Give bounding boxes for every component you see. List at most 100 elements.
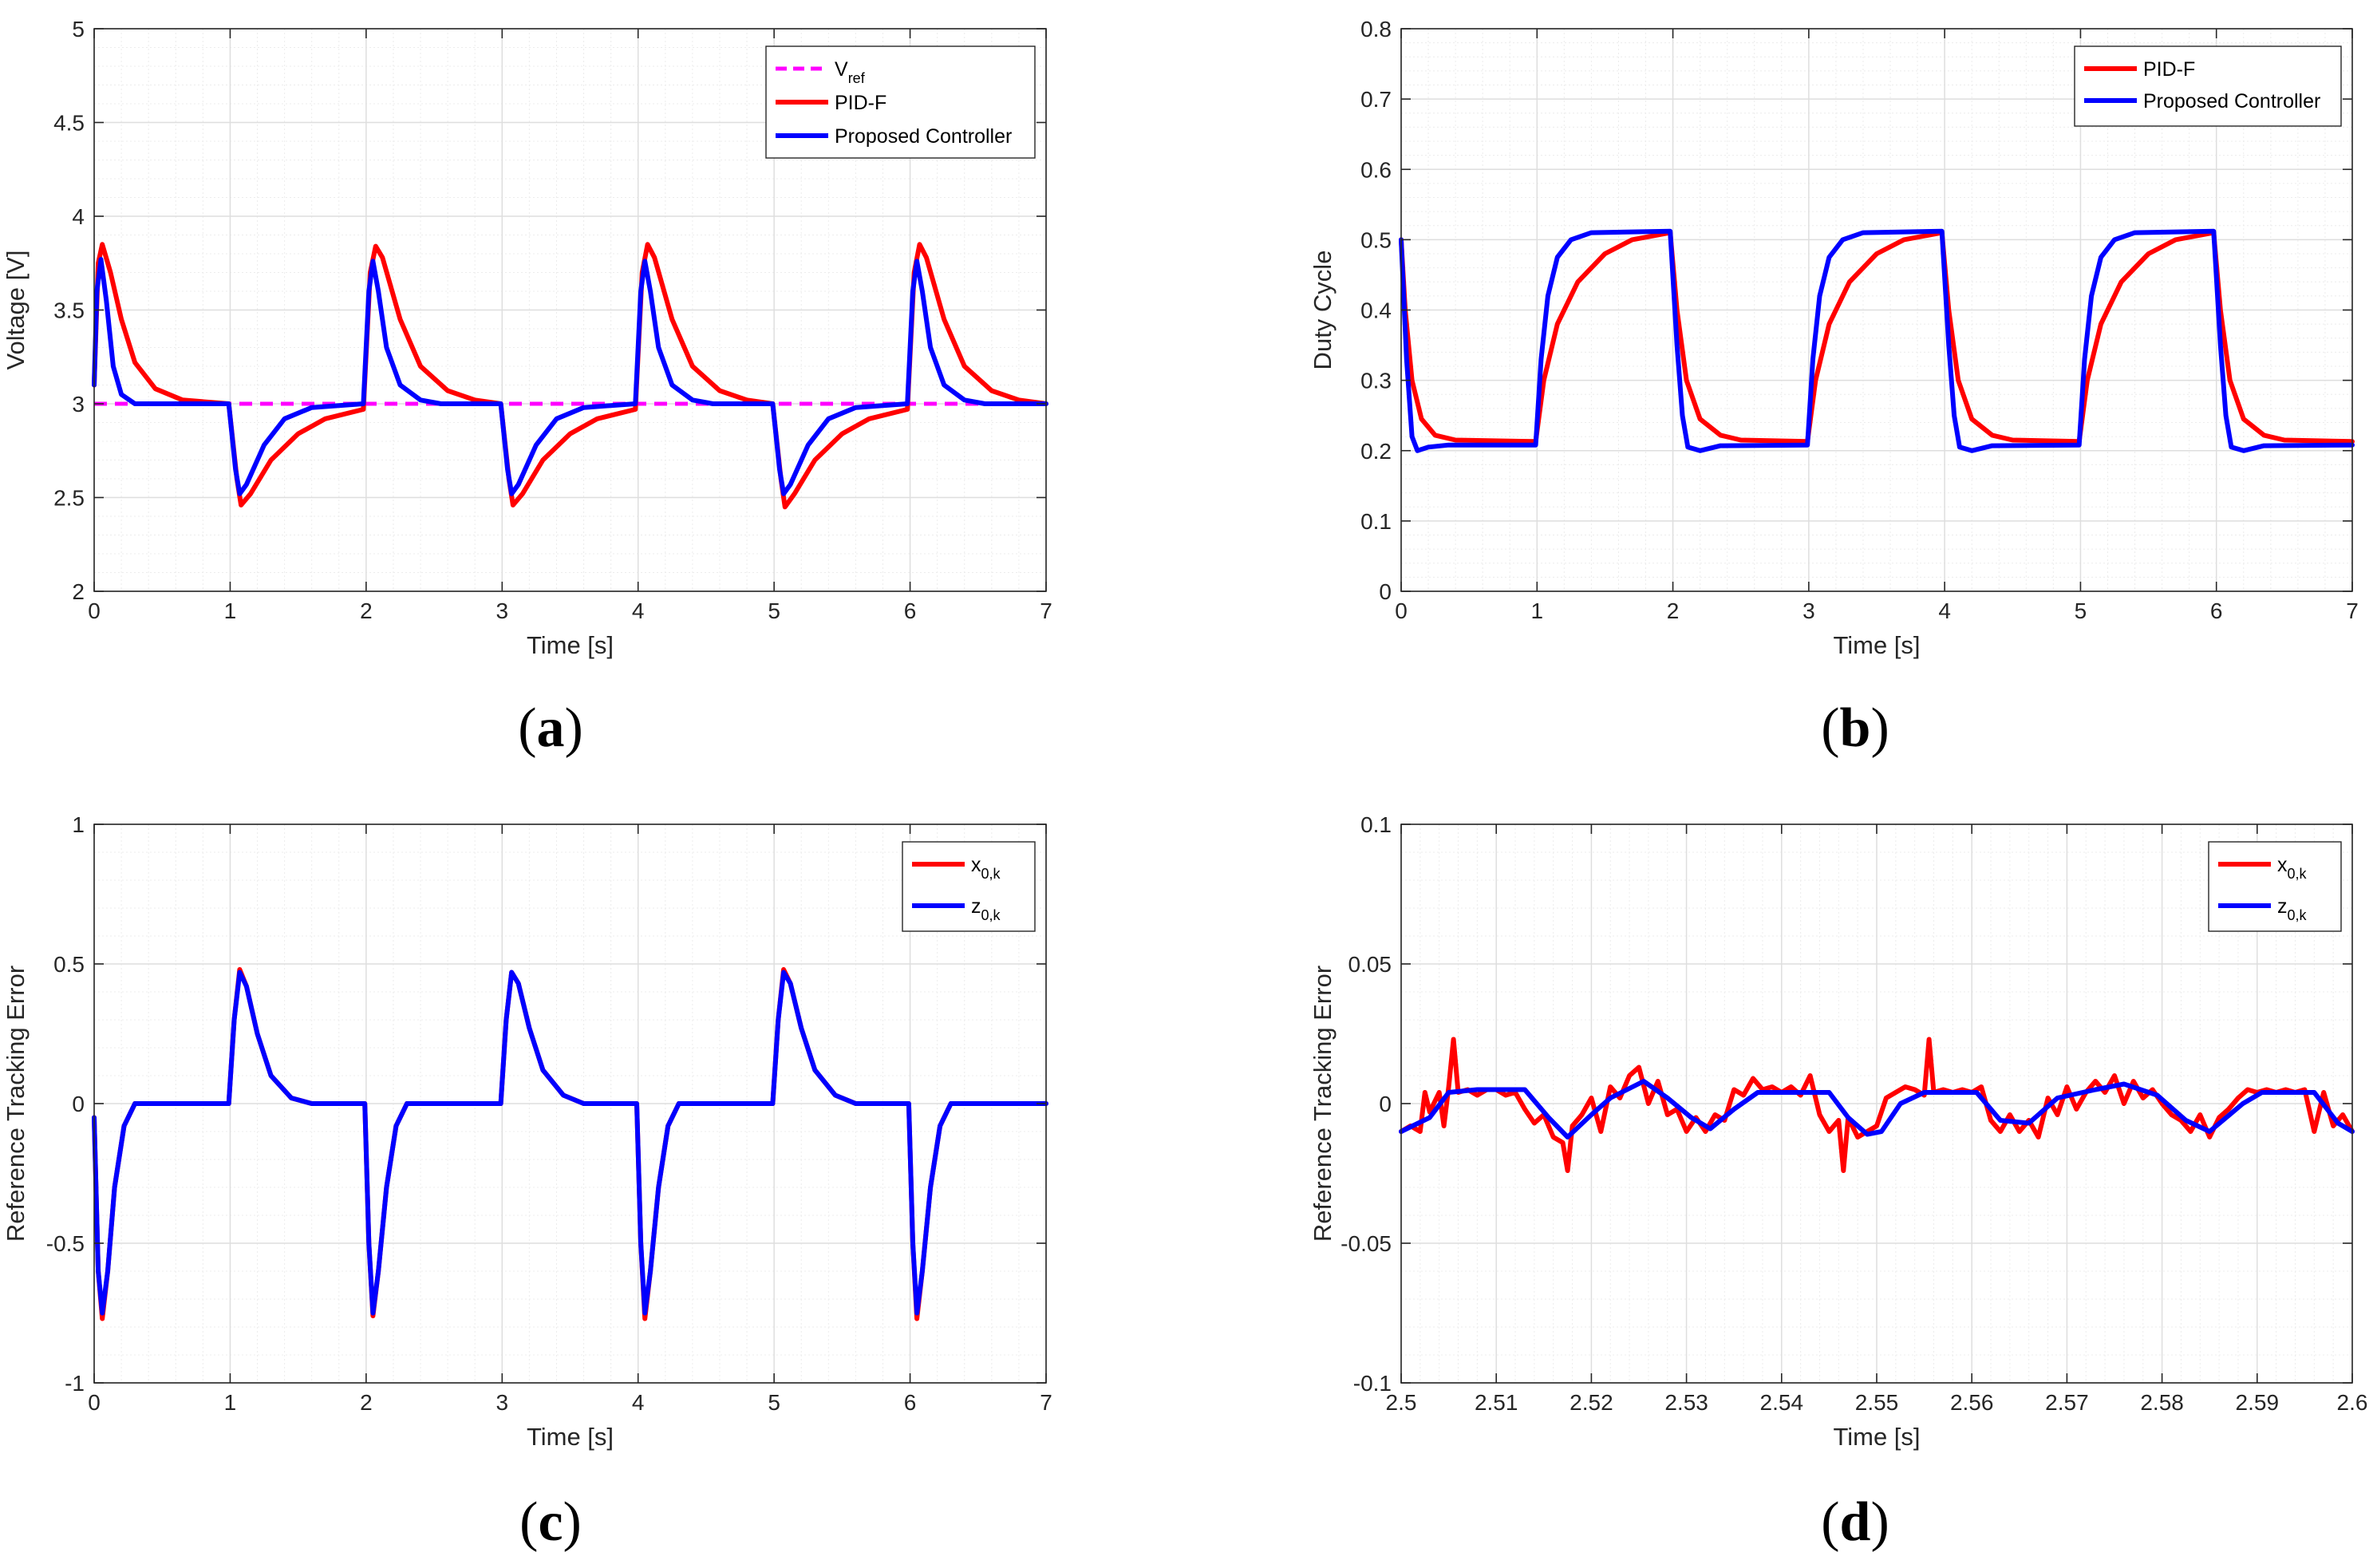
legend-box — [2208, 841, 2342, 932]
caption-letter: a — [537, 697, 565, 759]
series-line-1 — [1399, 228, 2355, 453]
x-tick-label: 4 — [632, 598, 645, 623]
minor-grid — [94, 29, 1046, 591]
x-tick-label: 0 — [88, 598, 101, 623]
x-tick-label: 7 — [1040, 1390, 1052, 1415]
y-tick-label: 2 — [72, 579, 85, 604]
y-tick-label: 4 — [72, 204, 85, 229]
x-tick-label: 2.5 — [1386, 1390, 1417, 1415]
y-tick-label: 4.5 — [53, 111, 85, 136]
caption-letter: b — [1840, 697, 1871, 759]
legend-label-text: PID-F — [2143, 58, 2195, 81]
legend: x0,kz0,k — [902, 841, 1036, 932]
x-tick-label: 2.52 — [1570, 1390, 1613, 1415]
x-tick-label: 2 — [360, 598, 373, 623]
caption-close-paren: ) — [1870, 697, 1889, 759]
x-tick-label: 6 — [2210, 598, 2223, 623]
panel-caption: (b) — [1821, 697, 1889, 759]
legend-label-subscript: ref — [848, 70, 866, 86]
panel-d: 2.5 2.51 2.52 2.53 2.54 2.55 2.56 2.57 2.58 2.59 2… — [1309, 812, 2367, 1553]
x-tick-label: 2.6 — [2337, 1390, 2368, 1415]
x-axis-label: Time [s] — [1833, 631, 1920, 659]
y-tick-label: 0 — [72, 1092, 85, 1116]
x-tick-label: 1 — [1530, 598, 1543, 623]
x-axis-label: Time [s] — [1833, 1423, 1920, 1451]
legend: PID-F Proposed Controller — [2074, 45, 2342, 127]
caption-open-paren: ( — [518, 697, 536, 759]
caption-open-paren: ( — [1821, 697, 1839, 759]
x-tick-label: 6 — [904, 598, 917, 623]
legend-label-1: z0,k — [971, 895, 1001, 923]
x-tick-label: 0 — [88, 1390, 101, 1415]
legend-label-text: x — [971, 854, 981, 876]
y-tick-label: 0.5 — [53, 952, 85, 977]
y-tick-label: 0.6 — [1360, 157, 1392, 182]
y-tick-label: 0 — [1379, 1092, 1392, 1116]
legend-box — [2074, 45, 2342, 127]
legend-label-text: x — [2277, 854, 2288, 876]
x-tick-label: 4 — [1938, 598, 1951, 623]
panel-caption: (d) — [1821, 1491, 1889, 1553]
series-line-2 — [92, 257, 1048, 496]
y-tick-label: 0.4 — [1360, 298, 1392, 323]
series-line-1 — [1399, 1079, 2355, 1139]
y-axis-label: Reference Tracking Error — [1309, 966, 1337, 1242]
x-tick-label: 1 — [224, 598, 237, 623]
legend-label-subscript: 0,k — [981, 907, 1001, 923]
y-tick-label: 0.3 — [1360, 369, 1392, 393]
legend-label-0: x0,k — [2277, 854, 2308, 882]
y-axis-label: Reference Tracking Error — [2, 966, 30, 1242]
series-line-0 — [1399, 1037, 2355, 1173]
x-tick-label: 2 — [360, 1390, 373, 1415]
x-tick-label: 2.53 — [1664, 1390, 1708, 1415]
x-tick-label: 2.54 — [1760, 1390, 1804, 1415]
y-tick-label: -0.1 — [1353, 1371, 1392, 1396]
y-tick-label: 1 — [72, 812, 85, 837]
x-tick-label: 2.59 — [2236, 1390, 2280, 1415]
panel-caption: (c) — [519, 1491, 582, 1553]
panel-c: 0 1 2 3 4 5 6 7 -1 -0.5 0 0.5 1 Time [s] Reference Tra… — [2, 812, 1052, 1553]
y-tick-label: 0 — [1379, 579, 1392, 604]
legend-label-1: PID-F — [835, 92, 886, 114]
caption-letter: d — [1840, 1491, 1871, 1553]
y-tick-label: 0.1 — [1360, 812, 1392, 837]
legend-label-subscript: 0,k — [2288, 907, 2308, 923]
x-tick-label: 5 — [768, 598, 780, 623]
caption-open-paren: ( — [1821, 1491, 1839, 1553]
legend-box — [902, 841, 1036, 932]
minor-grid — [1401, 29, 2352, 591]
legend-label-text: Proposed Controller — [2143, 90, 2320, 113]
y-tick-label: -1 — [65, 1371, 85, 1396]
x-tick-label: 4 — [632, 1390, 645, 1415]
y-tick-label: 0.8 — [1360, 17, 1392, 41]
x-axis-label: Time [s] — [527, 1423, 614, 1451]
y-tick-label: 5 — [72, 17, 85, 41]
y-tick-label: -0.05 — [1341, 1231, 1392, 1256]
legend-label-text: Proposed Controller — [835, 125, 1012, 148]
legend-label-0: x0,k — [971, 854, 1001, 882]
series-line-1 — [92, 970, 1048, 1316]
legend-label-0: Vref — [835, 58, 866, 86]
x-tick-label: 7 — [1040, 598, 1052, 623]
legend-label-1: z0,k — [2277, 895, 2308, 923]
x-tick-label: 3 — [496, 1390, 508, 1415]
x-tick-label: 2.58 — [2140, 1390, 2184, 1415]
x-tick-label: 2.51 — [1475, 1390, 1518, 1415]
legend-label-text: z — [2277, 895, 2288, 918]
y-tick-label: 0.05 — [1348, 952, 1392, 977]
x-tick-label: 7 — [2346, 598, 2359, 623]
y-tick-label: 3 — [72, 392, 85, 417]
legend-label-text: V — [835, 58, 848, 81]
x-axis-label: Time [s] — [527, 631, 614, 659]
caption-open-paren: ( — [519, 1491, 538, 1553]
legend-label-text: PID-F — [835, 92, 886, 114]
legend: x0,kz0,k — [2208, 841, 2342, 932]
panel-a: 0 1 2 3 4 5 6 7 2 2.5 3 3.5 4 4.5 5 Time [s] Voltage [V]… — [2, 17, 1052, 759]
x-tick-label: 3 — [1802, 598, 1815, 623]
legend-label-subscript: 0,k — [981, 866, 1001, 882]
caption-close-paren: ) — [563, 1491, 582, 1553]
x-tick-label: 2.55 — [1855, 1390, 1899, 1415]
legend: Vref PID-F Proposed Controller — [765, 45, 1036, 159]
x-tick-label: 5 — [2075, 598, 2087, 623]
